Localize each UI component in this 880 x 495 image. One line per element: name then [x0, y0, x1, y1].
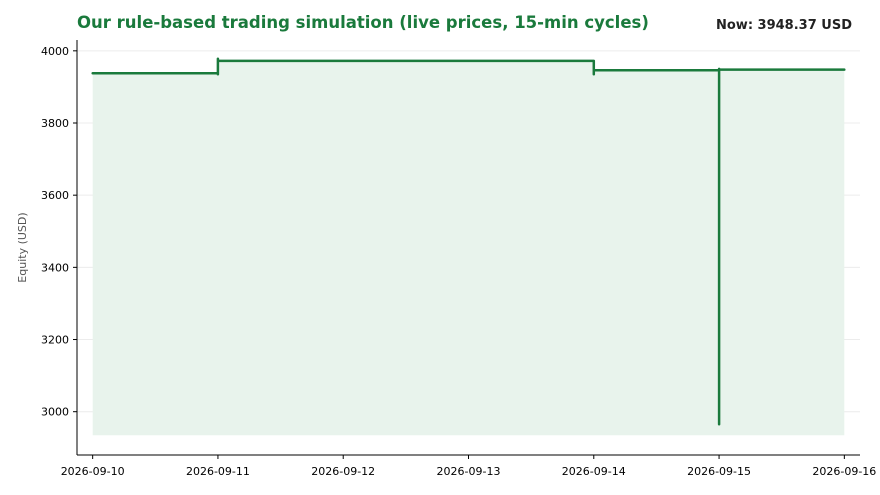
y-tick-label: 3800 [41, 117, 69, 130]
x-tick-label: 2026-09-16 [812, 465, 876, 478]
y-tick-label: 3200 [41, 334, 69, 347]
y-tick-label: 4000 [41, 45, 69, 58]
x-tick-label: 2026-09-14 [562, 465, 626, 478]
x-axis-ticks: 2026-09-10 2026-09-11 2026-09-12 2026-09-13… [61, 455, 876, 478]
equity-series-line [91, 57, 846, 426]
y-axis-ticks: 3000 3200 3400 3600 3800 4000 [41, 45, 77, 419]
y-tick-label: 3400 [41, 261, 69, 274]
x-tick-label: 2026-09-15 [687, 465, 751, 478]
current-equity-label: Now: 3948.37 USD [716, 18, 852, 33]
y-tick-label: 3600 [41, 189, 69, 202]
x-tick-label: 2026-09-10 [61, 465, 125, 478]
y-tick-label: 3000 [41, 406, 69, 419]
x-tick-label: 2026-09-12 [311, 465, 375, 478]
x-tick-label: 2026-09-11 [186, 465, 250, 478]
y-axis-label: Equity (USD) [16, 212, 29, 282]
equity-area-fill [92, 60, 845, 436]
chart-title: Our rule-based trading simulation (live … [77, 13, 649, 32]
x-tick-label: 2026-09-13 [437, 465, 501, 478]
